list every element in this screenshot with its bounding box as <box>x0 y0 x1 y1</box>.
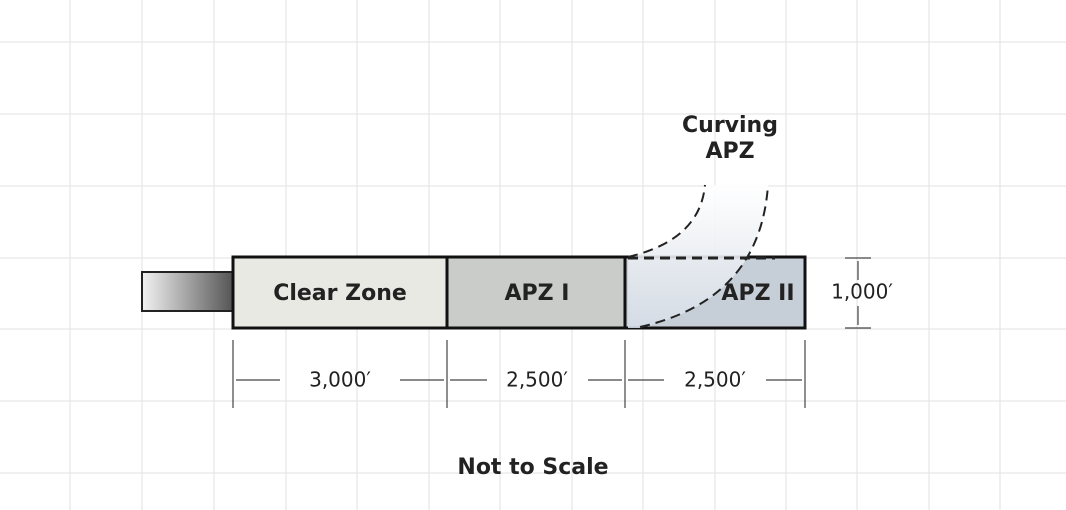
zone-label: APZ II <box>721 281 794 306</box>
dimension-label: 2,500′ <box>684 368 746 392</box>
zone-label: APZ I <box>505 281 570 306</box>
dimension-label: 2,500′ <box>506 368 568 392</box>
curve-inner <box>627 184 706 258</box>
dimension-label: 1,000′ <box>831 280 893 304</box>
dimension-lines <box>232 257 871 408</box>
curve-outer <box>639 184 769 328</box>
runway <box>141 271 234 312</box>
curving-label: APZ <box>705 139 754 164</box>
zone-label: Clear Zone <box>273 281 407 306</box>
note: Not to Scale <box>457 455 608 480</box>
curving-label: Curving <box>682 113 778 138</box>
dimension-label: 3,000′ <box>309 368 371 392</box>
